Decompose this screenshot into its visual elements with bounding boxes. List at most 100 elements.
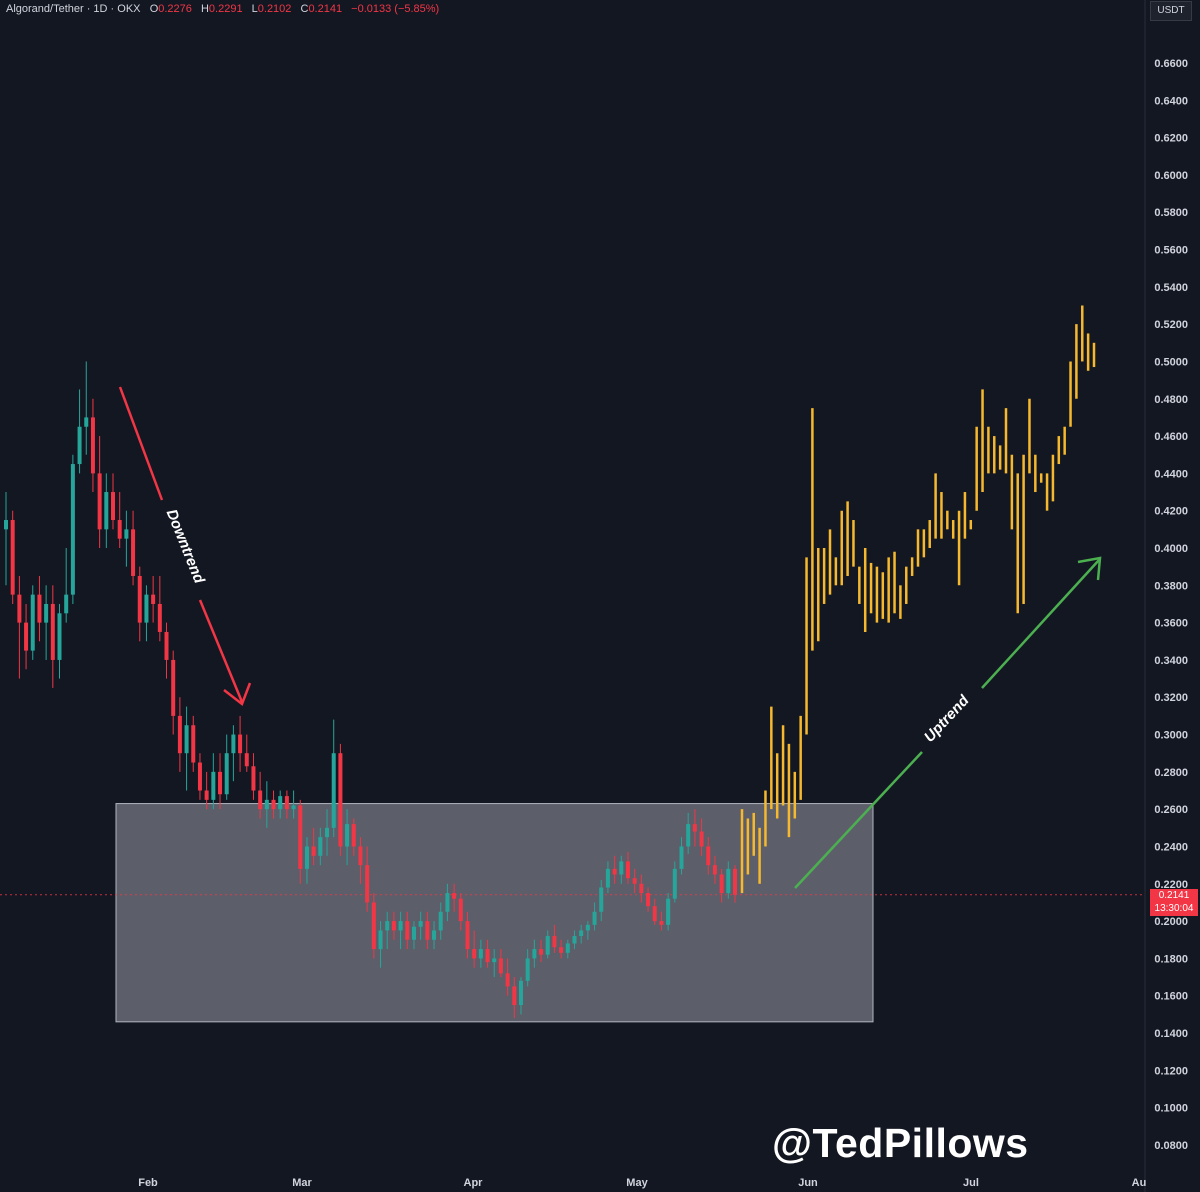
candle-body	[157, 603, 162, 632]
y-tick-label: 0.6600	[1154, 58, 1188, 70]
y-tick-label: 0.2800	[1154, 767, 1188, 779]
candle-body	[365, 865, 370, 903]
candle-body	[291, 805, 296, 810]
low-label: L	[251, 3, 258, 15]
symbol-label: Algorand/Tether · 1D · OKX	[6, 3, 141, 15]
y-tick-label: 0.6000	[1154, 170, 1188, 182]
y-tick-label: 0.5600	[1154, 245, 1188, 257]
candle-body	[117, 520, 122, 539]
candle-body	[284, 796, 289, 810]
candle-body	[539, 949, 544, 955]
candle-body	[726, 868, 731, 894]
candle-body	[458, 898, 463, 922]
candle-body	[10, 520, 15, 595]
candle-body	[44, 603, 49, 623]
y-tick-label: 0.1000	[1154, 1103, 1188, 1115]
y-tick-label: 0.0800	[1154, 1140, 1188, 1152]
candle-body	[177, 715, 182, 754]
y-tick-label: 0.1600	[1154, 991, 1188, 1003]
downtrend-arrow-line	[118, 386, 164, 501]
candle-body	[351, 824, 356, 847]
y-tick-label: 0.5200	[1154, 319, 1188, 331]
candle-body	[445, 893, 450, 912]
candle-body	[579, 930, 584, 937]
watermark-handle: @TedPillows	[772, 1120, 1029, 1166]
y-tick-label: 0.4000	[1154, 543, 1188, 555]
candle-body	[164, 631, 169, 660]
candle-body	[565, 943, 570, 953]
candle-body	[505, 973, 510, 987]
candle-body	[238, 734, 243, 754]
candle-body	[599, 887, 604, 912]
y-tick-label: 0.2600	[1154, 804, 1188, 816]
close-value: 0.2141	[308, 3, 343, 15]
low-value: 0.2102	[257, 3, 292, 15]
candle-body	[679, 846, 684, 869]
candle-body	[686, 824, 691, 847]
y-tick-label: 0.4400	[1154, 468, 1188, 480]
candle-body	[258, 790, 263, 810]
y-tick-label: 0.4600	[1154, 431, 1188, 443]
candle-body	[218, 771, 223, 795]
candle-body	[438, 911, 443, 931]
candle-body	[532, 949, 537, 959]
x-tick-label: Jun	[798, 1177, 818, 1189]
candle-body	[625, 861, 630, 879]
y-tick-label: 0.3600	[1154, 618, 1188, 630]
candle-body	[498, 958, 503, 974]
candle-body	[612, 868, 617, 875]
downtrend-arrow-line	[198, 599, 244, 703]
candle-body	[719, 874, 724, 894]
y-tick-label: 0.5800	[1154, 207, 1188, 219]
last-price-tag: 0.2141 13:30:04	[1150, 889, 1198, 916]
y-tick-label: 0.1800	[1154, 953, 1188, 965]
candle-body	[24, 622, 29, 651]
candle-body	[124, 529, 129, 539]
candle-body	[331, 753, 336, 828]
x-tick-label: May	[626, 1177, 648, 1189]
candle-body	[30, 594, 35, 651]
candle-body	[605, 868, 610, 888]
currency-unit-button[interactable]: USDT	[1150, 1, 1192, 21]
candle-body	[57, 613, 62, 660]
countdown-timer: 13:30:04	[1154, 903, 1194, 914]
y-tick-label: 0.2400	[1154, 841, 1188, 853]
candle-body	[104, 492, 109, 530]
uptrend-arrow-line	[981, 559, 1100, 689]
candle-body	[659, 921, 664, 925]
candle-body	[358, 846, 363, 866]
y-tick-label: 0.3200	[1154, 692, 1188, 704]
candle-body	[619, 861, 624, 875]
candle-body	[672, 868, 677, 899]
candle-body	[572, 936, 577, 944]
candle-body	[425, 921, 430, 940]
candle-body	[97, 473, 102, 530]
x-tick-label: Jul	[963, 1177, 979, 1189]
y-tick-label: 0.6400	[1154, 95, 1188, 107]
candle-body	[318, 837, 323, 856]
candle-body	[692, 824, 697, 832]
candle-body	[151, 594, 156, 604]
candle-body	[111, 492, 116, 521]
candle-body	[191, 725, 196, 763]
candle-body	[391, 921, 396, 931]
open-value: 0.2276	[158, 3, 192, 15]
candle-body	[432, 930, 437, 940]
candle-body	[298, 805, 303, 869]
candle-body	[50, 603, 55, 660]
candle-body	[418, 921, 423, 927]
candle-body	[485, 949, 490, 963]
candle-body	[184, 725, 189, 754]
candle-body	[264, 799, 269, 810]
candle-body	[304, 846, 309, 869]
candle-body	[64, 594, 69, 614]
y-tick-label: 0.3400	[1154, 655, 1188, 667]
y-tick-label: 0.5400	[1154, 282, 1188, 294]
candle-body	[525, 958, 530, 981]
candle-body	[231, 734, 236, 754]
candle-body	[545, 936, 550, 955]
candle-body	[452, 893, 457, 899]
candle-body	[137, 575, 142, 623]
chart-header: Algorand/Tether · 1D · OKX O0.2276 H0.22…	[6, 3, 439, 15]
